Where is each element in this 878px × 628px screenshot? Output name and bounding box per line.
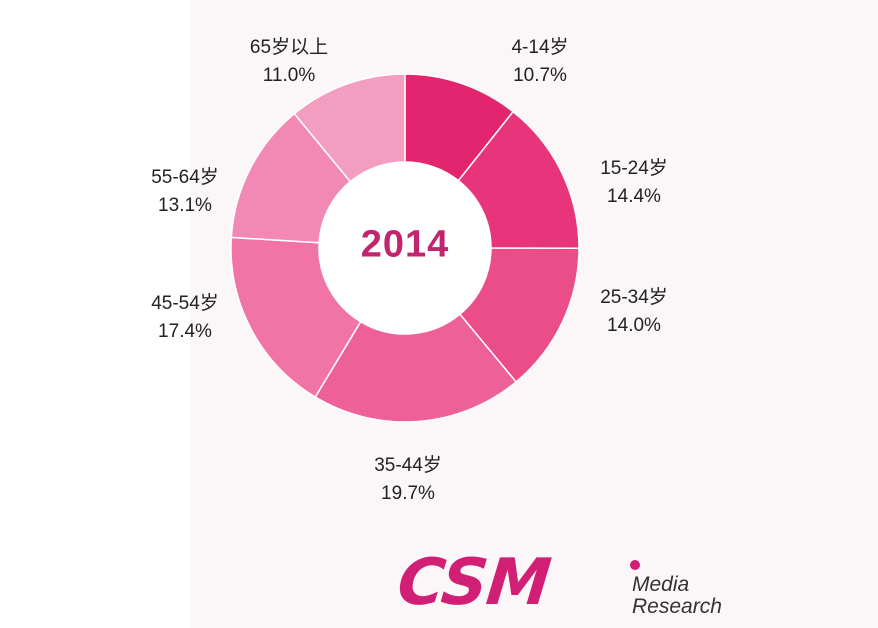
slice-value: 14.4% [607, 186, 661, 207]
slice-category: 55-64岁 [151, 167, 219, 188]
slice-value: 13.1% [158, 195, 212, 216]
csm-media-research-logo: CSM Media Research [394, 546, 748, 628]
slice-value: 10.7% [513, 65, 567, 86]
logo-dot [630, 560, 640, 570]
slice-category: 45-54岁 [151, 293, 219, 314]
logo-line-1: Media [632, 573, 690, 596]
chart-title: 2014 [360, 223, 450, 266]
slice-label-45-54: 45-54岁 17.4% [151, 290, 219, 346]
slice-label-55-64: 55-64岁 13.1% [151, 164, 219, 220]
slice-category: 35-44岁 [374, 455, 442, 476]
slice-value: 19.7% [381, 483, 435, 504]
slice-label-15-24: 15-24岁 14.4% [600, 155, 668, 211]
slice-category: 4-14岁 [511, 37, 569, 58]
slice-category: 65岁以上 [249, 37, 329, 58]
slice-category: 25-34岁 [600, 287, 668, 308]
slice-value: 14.0% [607, 315, 661, 336]
slice-label-65-plus: 65岁以上 11.0% [250, 34, 328, 90]
slice-label-4-14: 4-14岁 10.7% [511, 34, 568, 90]
slice-value: 11.0% [262, 65, 316, 86]
slice-category: 15-24岁 [600, 158, 668, 179]
slice-label-25-34: 25-34岁 14.0% [600, 284, 668, 340]
logo-subtitle: Media Research [632, 574, 722, 618]
donut-hole [319, 162, 491, 334]
slice-label-35-44: 35-44岁 19.7% [374, 452, 442, 508]
logo-mark: CSM [394, 546, 554, 620]
logo-line-2: Research [632, 595, 722, 618]
slice-value: 17.4% [158, 321, 212, 342]
